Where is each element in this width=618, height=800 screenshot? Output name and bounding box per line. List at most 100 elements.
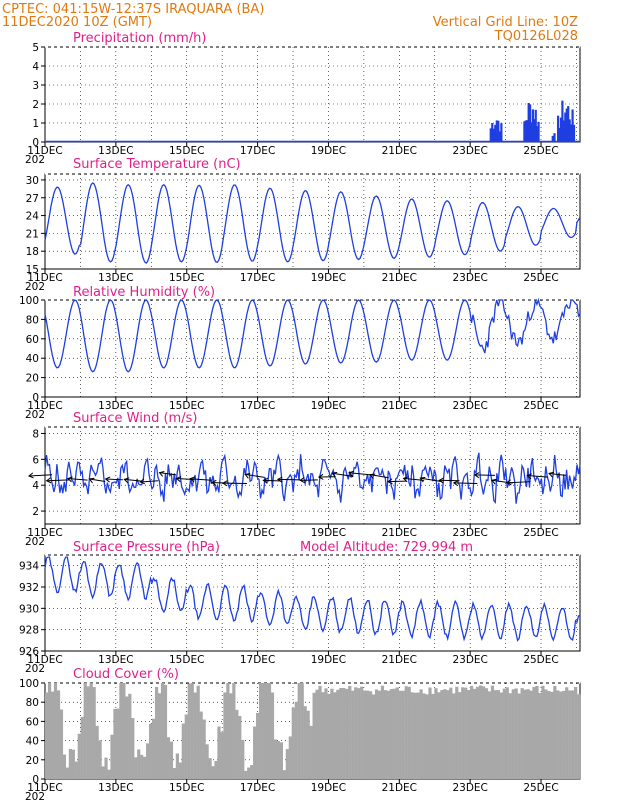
wind-arrow-head: [387, 478, 393, 485]
cloud-bar: [294, 701, 298, 779]
panel-title-pressure: Surface Pressure (hPa): [73, 540, 220, 555]
precip-bar: [489, 128, 492, 142]
x-year-label: 202: [25, 154, 45, 166]
cloud-bar: [95, 725, 99, 779]
precip-bar: [536, 126, 539, 142]
wind-arrow-head: [158, 471, 165, 477]
cloud-bar: [517, 693, 521, 779]
y-tick-label: 30: [26, 175, 39, 187]
wind-arrow: [67, 478, 88, 481]
cloud-bar: [187, 683, 191, 779]
cloud-bar: [321, 692, 325, 779]
x-tick-label: 25DEC: [523, 527, 558, 539]
wind-arrow: [453, 482, 478, 484]
y-tick-label: 928: [19, 625, 39, 637]
x-tick-label: 11DEC: [27, 145, 62, 157]
cloud-bar: [535, 685, 539, 779]
y-tick-label: 24: [26, 211, 40, 223]
wind-arrow-head: [27, 472, 34, 479]
cloud-bar: [214, 760, 218, 779]
cloud-bar: [116, 708, 120, 779]
cloud-bar: [312, 692, 316, 779]
x-tick-label: 13DEC: [98, 145, 133, 157]
cloud-bar: [452, 693, 456, 779]
cloud-bar: [184, 714, 188, 779]
cloud-bar: [276, 741, 281, 779]
cloud-bar: [577, 694, 581, 779]
y-tick-label: 2: [32, 506, 39, 518]
cloud-bar: [354, 687, 358, 779]
precip-bar: [530, 122, 533, 142]
cloud-bar: [467, 690, 471, 779]
x-tick-label: 19DEC: [311, 400, 346, 412]
cloud-bar: [220, 732, 224, 779]
cloud-bar: [508, 693, 512, 779]
cloud-bar: [511, 689, 515, 779]
cloud-bar: [59, 709, 64, 779]
wind-arrow-head: [244, 473, 251, 479]
cloud-bar: [288, 736, 292, 779]
cloud-bar: [404, 686, 408, 779]
wind-arrow-head: [452, 480, 459, 487]
x-tick-label: 23DEC: [452, 400, 487, 412]
cloud-bar: [160, 683, 165, 779]
cloud-bar: [425, 694, 429, 779]
precip-bar: [553, 133, 556, 142]
cloud-bar: [514, 688, 518, 779]
wind-arrow: [245, 473, 265, 478]
y-tick-label: 80: [26, 697, 39, 709]
wind-arrow: [28, 474, 53, 477]
panel-4: 926 928 930 932 934 11DEC 13DEC 15DEC 17DEC 19DEC…: [19, 554, 581, 675]
plot-layer: 0 1 2 3 4 5 11DEC 13DEC 15DEC 17DEC 19DEC 21DEC 23DE…: [19, 42, 581, 800]
precip-bar: [500, 123, 503, 142]
cloud-bar: [110, 734, 114, 779]
y-tick-label: 6: [32, 454, 39, 466]
x-tick-label: 25DEC: [523, 400, 558, 412]
cloud-bar: [166, 737, 171, 779]
cloud-bar: [541, 685, 545, 779]
y-tick-label: 40: [26, 353, 39, 365]
x-tick-label: 19DEC: [311, 782, 346, 794]
panel-0: 0 1 2 3 4 5 11DEC 13DEC 15DEC 17DEC 19DEC 21DEC 23DE…: [25, 42, 581, 166]
cloud-bar: [458, 692, 462, 779]
panel-frame: [44, 173, 581, 270]
cloud-bar: [398, 690, 402, 779]
precip-bar: [534, 109, 537, 142]
cloud-bar: [333, 692, 337, 779]
y-tick-label: 934: [19, 561, 39, 573]
panel-title-cloud: Cloud Cover (%): [73, 667, 179, 682]
cloud-bar: [422, 693, 426, 779]
header-grid-note: Vertical Grid Line: 10Z: [433, 15, 578, 30]
cloud-bar: [520, 688, 524, 779]
cloud-bar: [71, 749, 75, 779]
cloud-bar: [131, 718, 135, 779]
cloud-bar: [455, 686, 459, 779]
x-tick-label: 17DEC: [240, 782, 275, 794]
cloud-bar: [250, 765, 254, 779]
precip-bar: [562, 120, 565, 142]
cloud-bar: [178, 762, 182, 779]
cloud-bar: [380, 685, 385, 779]
cloud-bar: [205, 744, 209, 779]
y-tick-label: 4: [32, 61, 39, 73]
cloud-bar: [484, 688, 489, 779]
cloud-bar: [440, 690, 444, 779]
cloud-bar: [330, 688, 334, 779]
cloud-bar: [532, 686, 536, 779]
x-tick-label: 21DEC: [382, 527, 417, 539]
cloud-bar: [556, 690, 560, 779]
cloud-bar: [50, 691, 55, 779]
cloud-bar: [134, 757, 138, 779]
precip-bar: [570, 124, 573, 142]
cloud-bar: [181, 723, 185, 779]
x-year-label: 202: [25, 663, 45, 675]
wind-arrow-head: [139, 478, 146, 485]
wind-arrow: [124, 478, 141, 482]
x-tick-label: 23DEC: [452, 527, 487, 539]
panel-title-wind: Surface Wind (m/s): [73, 411, 197, 426]
cloud-bar: [386, 690, 391, 779]
cloud-bar: [146, 743, 150, 779]
x-year-label: 202: [25, 281, 45, 293]
wind-arrow-head: [438, 477, 444, 484]
wind-arrow-head: [222, 480, 228, 487]
